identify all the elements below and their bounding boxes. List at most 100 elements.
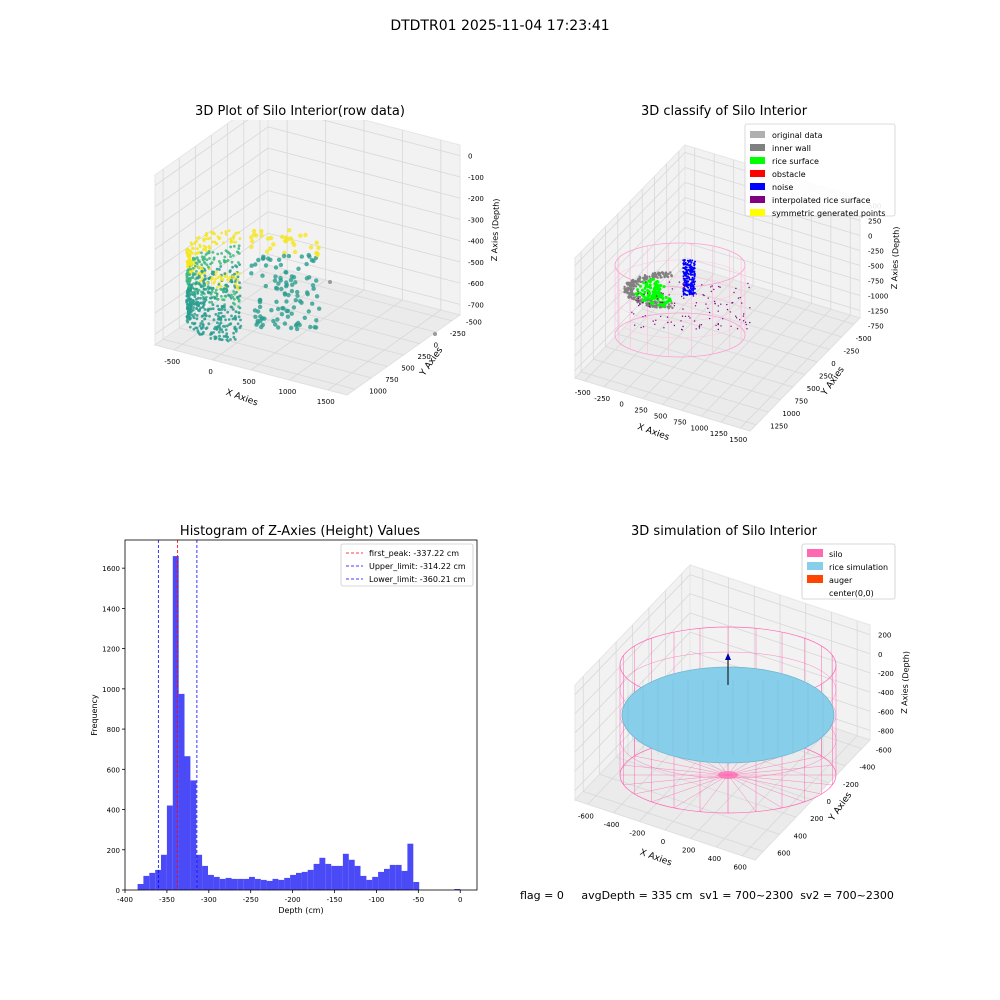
p1-point (233, 315, 237, 318)
p2-point-noise (686, 270, 689, 273)
p1-point (276, 257, 282, 262)
p2-ylabel: Y Axies (819, 365, 847, 398)
p1-point (237, 261, 240, 264)
p3-bar (325, 863, 332, 890)
p1-point (226, 324, 229, 328)
p2-point-rice (657, 303, 661, 307)
p2-point-interp (708, 317, 711, 320)
p1-point (223, 308, 227, 312)
p2-point-interp (698, 325, 700, 328)
p1-tick-z: -400 (468, 238, 484, 246)
p2-point-interp (722, 318, 724, 320)
p1-tick-y: 750 (385, 376, 398, 384)
p2-point-wall (666, 275, 669, 278)
p2-tick-x: -250 (594, 395, 610, 403)
p2-point-noise (689, 282, 692, 285)
p4-gridline-z (689, 631, 871, 693)
p1-point (303, 232, 308, 238)
p1-point (261, 254, 266, 259)
p3-legend-label: first_peak: -337.22 cm (369, 549, 459, 558)
p3-legend (340, 543, 474, 587)
p2-point-wall (642, 276, 645, 280)
p2-point-interp (673, 305, 675, 307)
p2-point-noise (693, 277, 696, 280)
p2-zlabel: Z Axies (Depth) (890, 226, 901, 289)
p1-point (217, 260, 221, 263)
p1-point (314, 294, 320, 299)
p2-point-rice (647, 279, 651, 283)
p2-point-interp (642, 326, 645, 328)
p1-point (234, 282, 238, 286)
p1-point (189, 241, 193, 245)
p4-legend-swatch (807, 562, 823, 570)
p2-point-interp (639, 303, 641, 305)
p2-point-interp (710, 286, 712, 288)
p2-point-wall (623, 290, 627, 293)
p2-point-interp (660, 301, 662, 304)
p1-point (204, 288, 208, 291)
p1-point (219, 311, 223, 315)
p2-legend-label: original data (772, 131, 823, 140)
p1-point (203, 300, 206, 304)
p1-point (211, 251, 215, 254)
p1-point (234, 310, 238, 314)
p1-point (232, 290, 236, 293)
p2-point-rice (657, 290, 661, 294)
p1-point (193, 272, 197, 276)
p3-bar (155, 869, 162, 890)
p2-point-wall (648, 304, 651, 307)
p1-point (231, 265, 235, 269)
p2-point-interp (681, 315, 684, 317)
p1-point (238, 263, 242, 266)
p1-point (186, 272, 190, 276)
p1-point (223, 272, 227, 276)
p2-point-rice (636, 288, 640, 292)
p1-point (207, 250, 211, 253)
p1-point (202, 260, 206, 264)
p1-gridline-y (211, 304, 404, 356)
p1-point (202, 244, 206, 248)
p3-bar (307, 869, 314, 890)
p1-tick-y: 0 (434, 342, 438, 350)
p2-point-interp (648, 305, 650, 308)
p1-point (194, 277, 197, 281)
p1-point (235, 296, 239, 299)
p1-point (204, 245, 208, 249)
p1-point (311, 258, 316, 264)
p2-point-noise (693, 267, 696, 269)
p2-point-interp (707, 297, 709, 299)
p1-point (220, 304, 224, 308)
p1-point (196, 258, 200, 262)
p1-point (238, 272, 242, 275)
p1-point (209, 262, 212, 266)
p1-point (186, 247, 190, 251)
p1-point (230, 239, 233, 242)
p1-point (191, 321, 194, 325)
p1-point (212, 256, 216, 260)
p2-point-interp (680, 320, 682, 322)
p2-tick-y: 0 (831, 360, 835, 368)
p4-gridline-z2 (574, 574, 691, 695)
p2-point-rice (647, 292, 651, 296)
p2-point-wall (653, 275, 657, 278)
p2-point-rice (650, 278, 654, 282)
p2-point-noise (683, 279, 686, 282)
p1-point (221, 298, 224, 301)
p2-point-noise (689, 267, 692, 270)
p2-point-noise (691, 273, 694, 276)
p1-point (190, 283, 194, 287)
p3-ytick-label: 1000 (102, 686, 120, 694)
p1-point (221, 314, 225, 318)
p1-point (238, 286, 242, 290)
p2-point-rice (643, 290, 647, 294)
p4-tick-z: -400 (878, 689, 894, 697)
p2-point-interp (662, 292, 664, 295)
p1-point (186, 315, 189, 319)
p1-gridline-z (267, 253, 461, 305)
p2-point-wall (655, 306, 658, 309)
p2-point-noise (688, 283, 691, 286)
p1-point (257, 298, 262, 303)
p3-bar (360, 875, 367, 890)
p2-point-interp (640, 326, 642, 329)
p1-point (231, 308, 235, 311)
